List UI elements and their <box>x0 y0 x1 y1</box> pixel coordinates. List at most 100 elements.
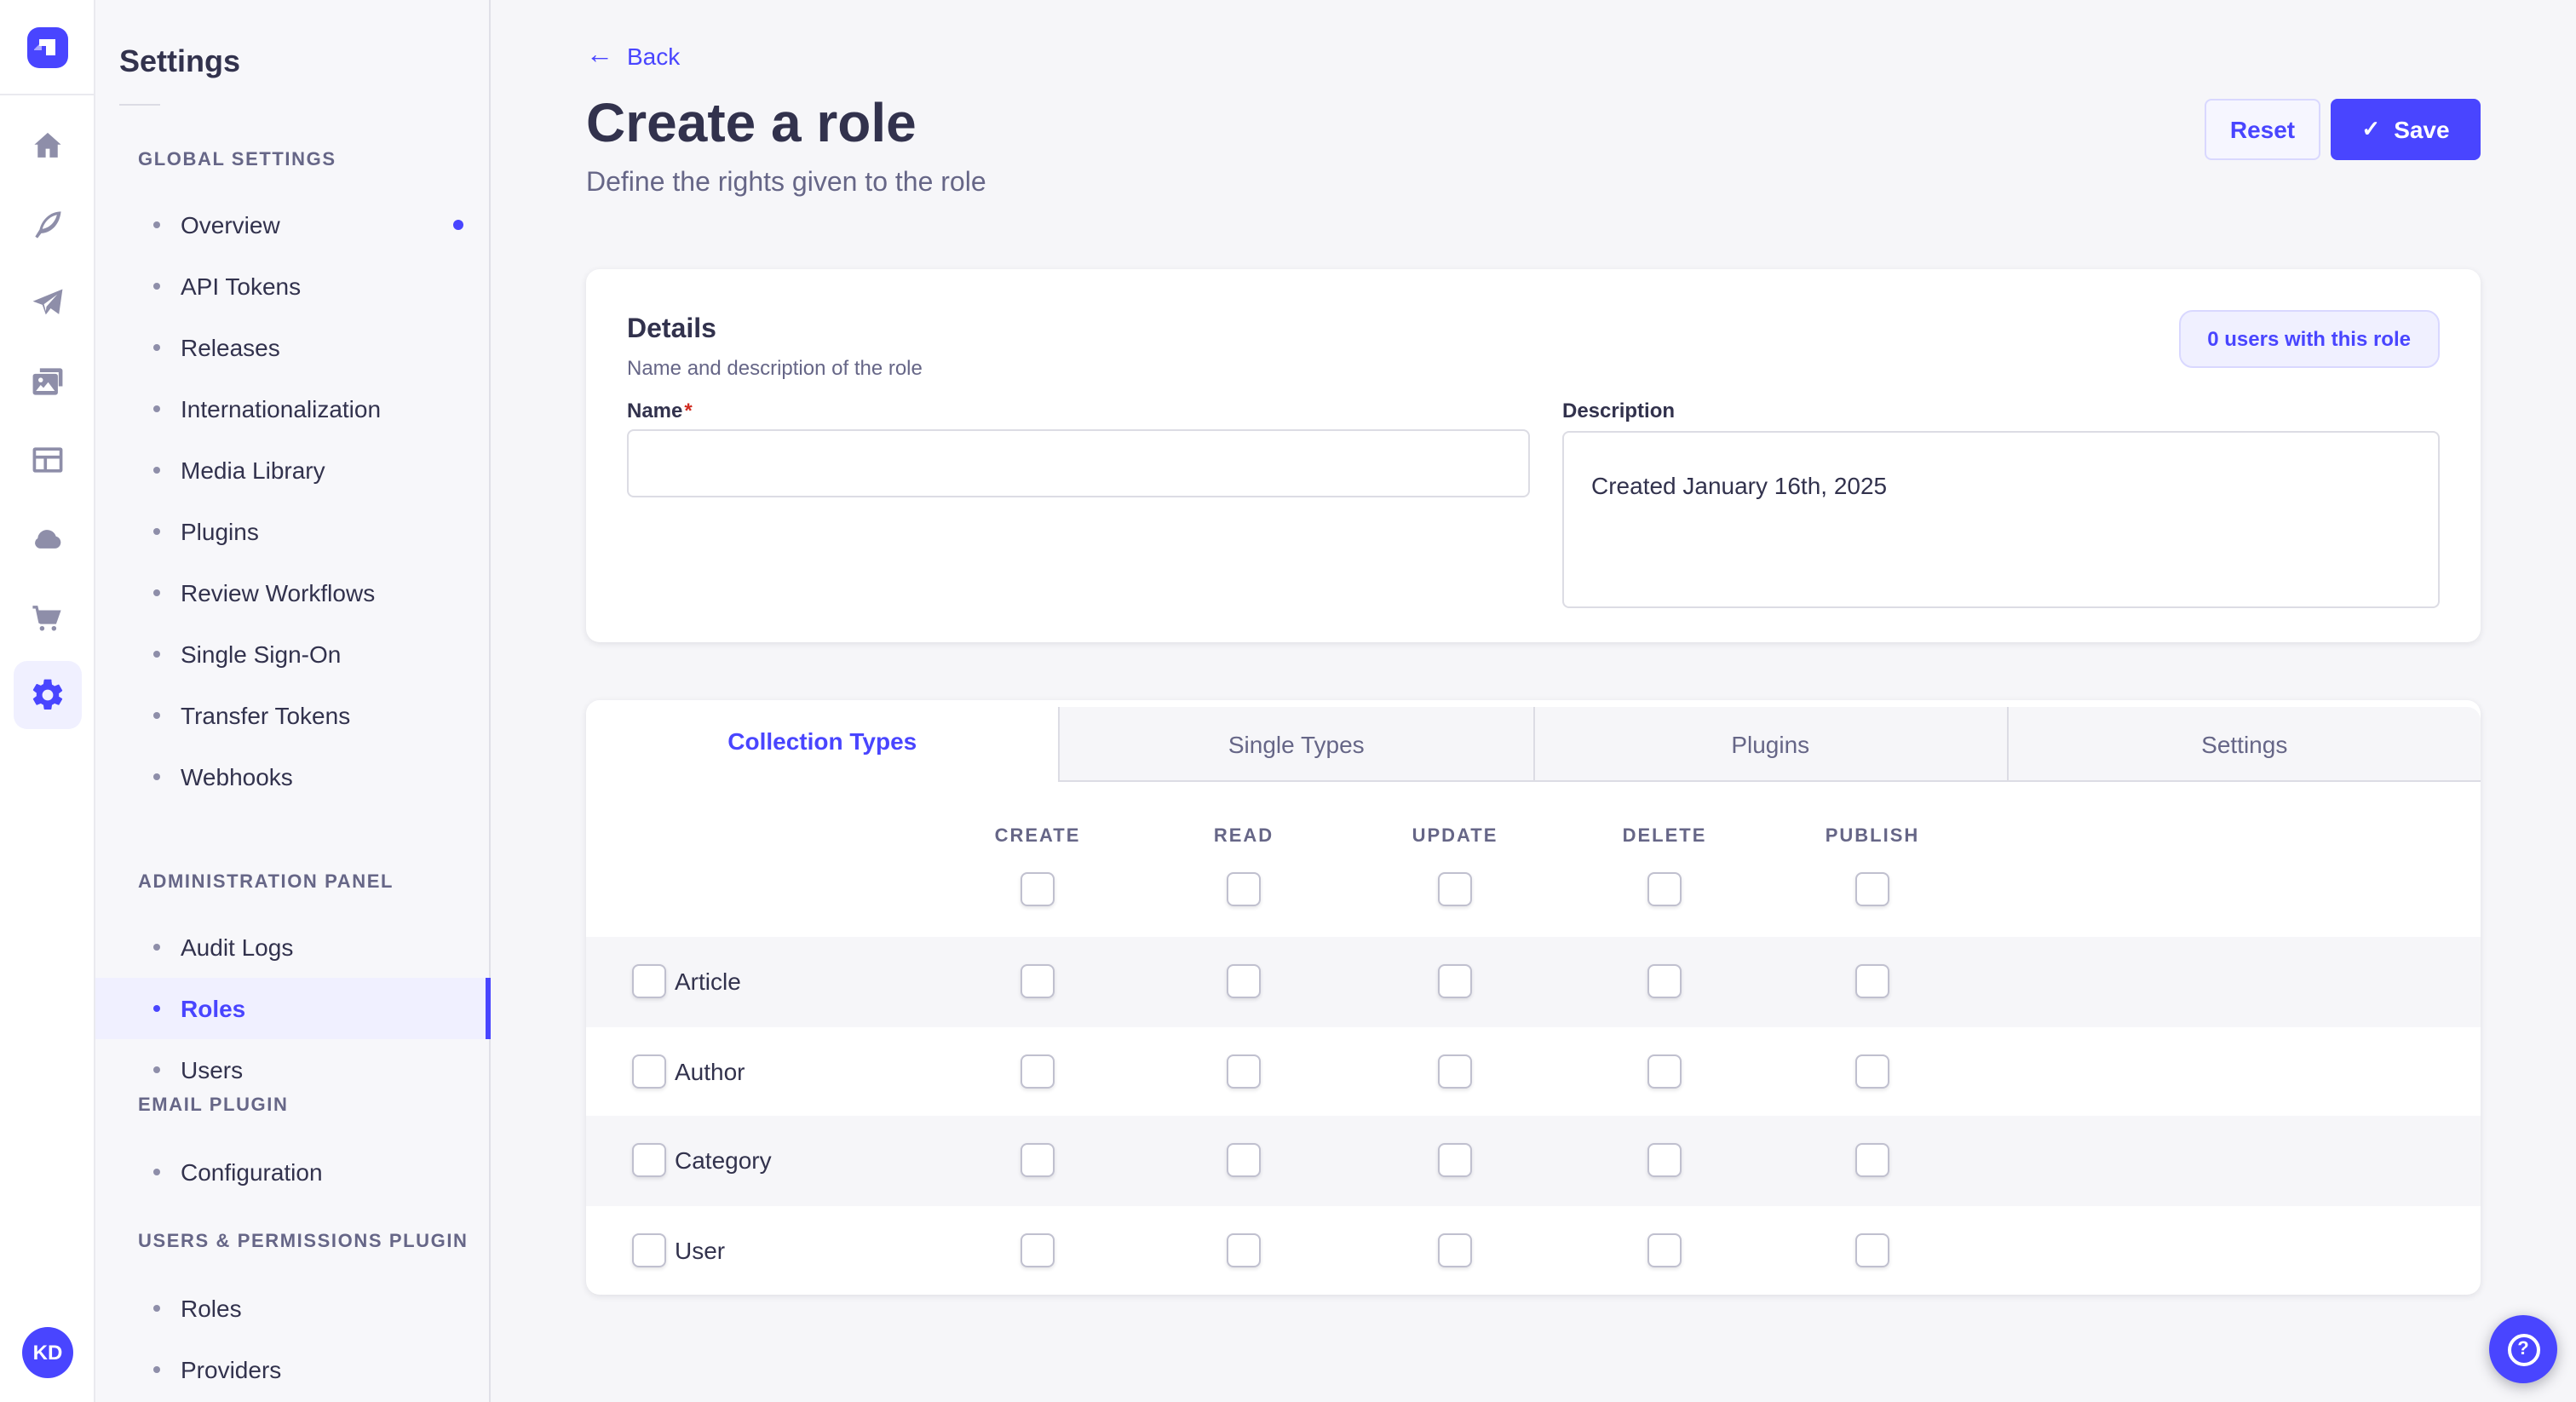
sidebar-item-api-tokens[interactable]: API Tokens <box>95 256 491 317</box>
tab-settings[interactable]: Settings <box>2006 707 2481 782</box>
author-update-checkbox[interactable] <box>1438 1054 1472 1088</box>
cloud-icon[interactable] <box>13 504 81 572</box>
tab-collection-types[interactable]: Collection Types <box>586 700 1059 782</box>
user-publish-checkbox[interactable] <box>1855 1232 1889 1267</box>
article-delete-checkbox[interactable] <box>1647 964 1682 998</box>
users-with-role-button[interactable]: 0 users with this role <box>2178 310 2440 368</box>
send-icon[interactable] <box>13 269 81 337</box>
category-publish-checkbox[interactable] <box>1855 1143 1889 1177</box>
author-delete-checkbox[interactable] <box>1647 1054 1682 1088</box>
back-label: Back <box>627 43 681 70</box>
column-header-create: CREATE <box>994 826 1081 847</box>
user-update-checkbox[interactable] <box>1438 1232 1472 1267</box>
sidebar-item-releases[interactable]: Releases <box>95 317 491 378</box>
bullet-icon <box>153 651 160 658</box>
bullet-icon <box>153 1005 160 1012</box>
logo-section <box>0 0 94 95</box>
select-all-delete-checkbox[interactable] <box>1647 872 1682 906</box>
bullet-icon <box>153 1305 160 1312</box>
author-select-checkbox[interactable] <box>632 1054 666 1088</box>
column-header-publish: PUBLISH <box>1825 826 1920 847</box>
bullet-icon <box>153 589 160 596</box>
feather-icon[interactable] <box>13 191 81 259</box>
help-icon: ? <box>2507 1333 2539 1365</box>
category-select-checkbox[interactable] <box>632 1143 666 1177</box>
media-icon[interactable] <box>13 348 81 416</box>
main-nav-rail: KD <box>0 0 95 1402</box>
required-asterisk: * <box>684 399 693 422</box>
row-label: User <box>675 1236 726 1264</box>
sidebar-item-configuration[interactable]: Configuration <box>95 1141 491 1203</box>
sidebar-item-audit-logs[interactable]: Audit Logs <box>95 916 491 978</box>
user-read-checkbox[interactable] <box>1227 1232 1261 1267</box>
bullet-icon <box>153 712 160 719</box>
save-button[interactable]: ✓ Save <box>2331 99 2481 160</box>
select-all-create-checkbox[interactable] <box>1021 872 1055 906</box>
sidebar-item-webhooks[interactable]: Webhooks <box>95 746 491 807</box>
sidebar-item-review-workflows[interactable]: Review Workflows <box>95 562 491 623</box>
author-create-checkbox[interactable] <box>1021 1054 1055 1088</box>
tab-plugins[interactable]: Plugins <box>1532 707 2007 782</box>
name-input[interactable] <box>627 429 1530 497</box>
row-label: Category <box>675 1146 772 1175</box>
row-label: Author <box>675 1057 745 1085</box>
bullet-icon <box>153 1169 160 1175</box>
sidebar-item-internationalization[interactable]: Internationalization <box>95 378 491 440</box>
sidebar-item-transfer-tokens[interactable]: Transfer Tokens <box>95 685 491 746</box>
back-link[interactable]: ← Back <box>586 42 681 70</box>
details-subheading: Name and description of the role <box>627 356 923 380</box>
table-row-author: Author <box>586 1026 2481 1116</box>
sidebar-item-plugins[interactable]: Plugins <box>95 501 491 562</box>
article-read-checkbox[interactable] <box>1227 964 1261 998</box>
help-button[interactable]: ? <box>2489 1315 2557 1383</box>
bullet-icon <box>153 1066 160 1073</box>
sidebar-title: Settings <box>119 44 241 78</box>
bullet-icon <box>153 467 160 474</box>
category-update-checkbox[interactable] <box>1438 1143 1472 1177</box>
select-all-read-checkbox[interactable] <box>1227 872 1261 906</box>
sidebar-item-users[interactable]: Users <box>95 1039 491 1100</box>
section-users-permissions-plugin: USERS & PERMISSIONS PLUGIN <box>138 1232 469 1252</box>
reset-button[interactable]: Reset <box>2205 99 2320 160</box>
bullet-icon <box>153 283 160 290</box>
bullet-icon <box>153 1366 160 1373</box>
strapi-logo[interactable] <box>26 26 67 67</box>
select-all-update-checkbox[interactable] <box>1438 872 1472 906</box>
section-administration-panel: ADMINISTRATION PANEL <box>138 872 394 893</box>
article-update-checkbox[interactable] <box>1438 964 1472 998</box>
sidebar-item-roles-admin[interactable]: Roles <box>95 978 491 1039</box>
sidebar-item-providers[interactable]: Providers <box>95 1339 491 1400</box>
category-read-checkbox[interactable] <box>1227 1143 1261 1177</box>
layout-icon[interactable] <box>13 426 81 494</box>
permissions-tabs: Collection Types Single Types Plugins Se… <box>586 700 2481 782</box>
sidebar-item-media-library[interactable]: Media Library <box>95 440 491 501</box>
article-publish-checkbox[interactable] <box>1855 964 1889 998</box>
user-delete-checkbox[interactable] <box>1647 1232 1682 1267</box>
bullet-icon <box>153 944 160 951</box>
row-label: Article <box>675 968 741 996</box>
settings-gear-icon[interactable] <box>13 661 81 729</box>
article-select-checkbox[interactable] <box>632 964 666 998</box>
category-create-checkbox[interactable] <box>1021 1143 1055 1177</box>
author-read-checkbox[interactable] <box>1227 1054 1261 1088</box>
tab-single-types[interactable]: Single Types <box>1058 707 1532 782</box>
sidebar-item-overview[interactable]: Overview <box>95 194 491 256</box>
select-all-publish-checkbox[interactable] <box>1855 872 1889 906</box>
user-select-checkbox[interactable] <box>632 1232 666 1267</box>
sidebar-item-roles-up[interactable]: Roles <box>95 1278 491 1339</box>
bullet-icon <box>153 405 160 412</box>
home-icon[interactable] <box>13 112 81 181</box>
user-avatar[interactable]: KD <box>22 1327 73 1378</box>
details-heading: Details <box>627 315 716 344</box>
article-create-checkbox[interactable] <box>1021 964 1055 998</box>
sidebar-item-single-sign-on[interactable]: Single Sign-On <box>95 623 491 685</box>
bullet-icon <box>153 221 160 228</box>
table-row-user: User <box>586 1205 2481 1295</box>
author-publish-checkbox[interactable] <box>1855 1054 1889 1088</box>
category-delete-checkbox[interactable] <box>1647 1143 1682 1177</box>
user-create-checkbox[interactable] <box>1021 1232 1055 1267</box>
column-header-read: READ <box>1213 826 1274 847</box>
description-textarea[interactable]: Created January 16th, 2025 <box>1562 431 2440 608</box>
cart-icon[interactable] <box>13 583 81 651</box>
